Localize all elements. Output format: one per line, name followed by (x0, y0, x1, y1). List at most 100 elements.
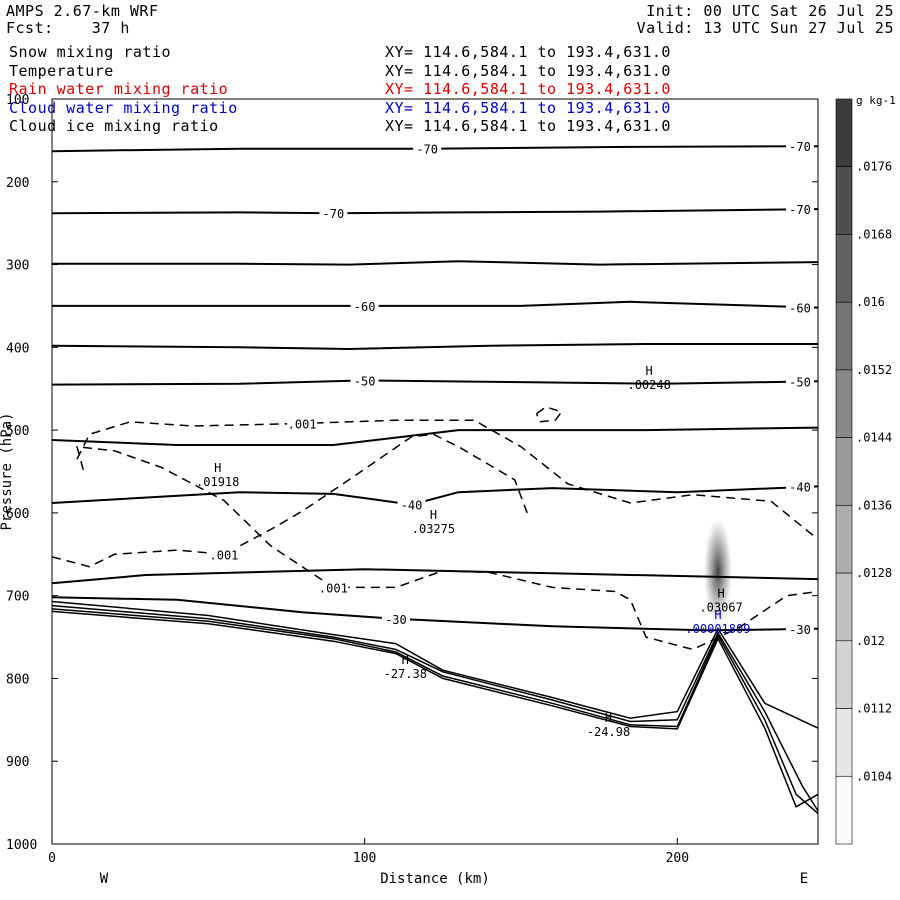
temperature-label: -30 (385, 613, 407, 627)
temperature-label: -70 (789, 140, 811, 154)
x-axis-label: Distance (km) (380, 871, 490, 887)
temperature-label: -50 (789, 375, 811, 389)
max-marker: H (605, 711, 612, 725)
max-value: .00001809 (685, 622, 750, 636)
temperature-label: -50 (354, 374, 376, 388)
y-tick-label: 600 (6, 507, 29, 522)
contour-label-bg (287, 416, 318, 430)
colorbar-label: .016 (856, 295, 885, 309)
colorbar-label: .012 (856, 634, 885, 648)
temperature-label: -40 (789, 480, 811, 494)
temperature-contour (51, 568, 819, 585)
colorbar-segment (835, 708, 853, 777)
terrain-line (51, 604, 819, 812)
colorbar-segment (835, 301, 853, 371)
x-tick-label: 100 (353, 851, 376, 866)
field-name: Snow mixing ratio (9, 43, 172, 61)
y-tick-label: 900 (6, 755, 29, 770)
contour-label-bg (381, 611, 410, 625)
y-tick-label: 200 (6, 176, 29, 191)
max-marker: H (214, 461, 221, 475)
x-tick-label: 200 (666, 851, 689, 866)
max-value: -27.38 (384, 667, 427, 681)
colorbar-segment (835, 437, 853, 506)
colorbar-label: .0176 (856, 160, 892, 174)
field-xy: XY= 114.6,584.1 to 193.4,631.0 (385, 80, 671, 98)
colorbar-segment (835, 775, 853, 845)
cloud-water-shading (703, 518, 732, 623)
temperature-label: -60 (354, 300, 376, 314)
contour-label-bg (786, 139, 814, 153)
field-name: Temperature (9, 61, 114, 80)
colorbar-label: .0128 (856, 566, 892, 580)
field-name: Cloud ice mixing ratio (9, 117, 219, 135)
temperature-contour (51, 208, 819, 215)
field-xy: XY= 114.6,584.1 to 193.4,631.0 (385, 61, 671, 80)
max-value: -24.98 (587, 725, 630, 739)
cloud-ice-label: .001 (319, 581, 348, 595)
temperature-contour (51, 485, 819, 506)
colorbar-label: .0104 (856, 769, 892, 783)
colorbar-unit: g kg-1 (856, 94, 896, 107)
temperature-label: -60 (789, 302, 811, 316)
temperature-label: -40 (401, 499, 423, 513)
contour-label-bg (786, 479, 814, 493)
cloud-ice-contour (75, 445, 819, 651)
max-value: .03067 (699, 601, 742, 615)
max-marker: H (402, 653, 409, 667)
y-tick-label: 800 (6, 672, 29, 687)
max-value: .03275 (412, 522, 455, 536)
colorbar-segment (835, 505, 853, 574)
contour-label-bg (786, 202, 814, 216)
cloud-ice-contour (51, 433, 528, 568)
colorbar-label: .0112 (856, 702, 892, 716)
colorbar-segment (835, 234, 853, 303)
temperature-label: -30 (789, 623, 811, 637)
colorbar-label: .0168 (856, 227, 892, 241)
colorbar-segment (835, 369, 853, 438)
temperature-contour (52, 260, 819, 266)
contour-label-bg (397, 497, 426, 511)
cloud-ice-contour (535, 406, 563, 423)
terrain-line (51, 610, 819, 808)
field-xy: XY= 114.6,584.1 to 193.4,631.0 (385, 117, 671, 135)
contour-label-bg (318, 580, 349, 594)
y-tick-label: 700 (6, 590, 29, 605)
temperature-contour (51, 379, 819, 386)
contour-label-bg (350, 373, 379, 387)
terrain-line (51, 600, 819, 729)
cloud-ice-label: .001 (210, 548, 239, 562)
temperature-label: -70 (416, 143, 438, 157)
x-tick-label: 0 (48, 851, 56, 866)
valid-time: Valid: 13 UTC Sun 27 Jul 25 (636, 19, 894, 37)
y-tick-label: 300 (6, 259, 29, 274)
max-marker: H (714, 608, 721, 622)
temperature-label: -70 (323, 207, 345, 221)
field-name: Cloud water mixing ratio (9, 98, 238, 117)
colorbar-label: .0136 (856, 498, 892, 512)
model-title: AMPS 2.67-km WRF (6, 2, 159, 20)
temperature-contour (51, 426, 819, 446)
colorbar-segment (835, 572, 853, 642)
temperature-label: -70 (789, 203, 811, 217)
colorbar-label: .0144 (856, 431, 892, 445)
max-marker: H (646, 364, 653, 378)
init-time: Init: 00 UTC Sat 26 Jul 25 (646, 2, 894, 20)
colorbar-segment (835, 640, 853, 709)
max-marker: H (717, 587, 724, 601)
east-label: E (800, 871, 808, 887)
contour-label-bg (786, 374, 814, 388)
cloud-ice-label: .001 (288, 417, 317, 431)
contour-label-bg (786, 621, 814, 635)
forecast-hour: Fcst: 37 h (6, 19, 130, 37)
colorbar-segment (835, 98, 853, 168)
y-tick-label: 1000 (6, 838, 37, 853)
contour-label-bg (413, 141, 442, 155)
contour-label-bg (786, 300, 814, 314)
temperature-contour (51, 343, 818, 351)
colorbar-segment (835, 166, 853, 235)
field-name: Rain water mixing ratio (9, 80, 229, 98)
y-tick-label: 400 (6, 341, 29, 356)
max-value: .01918 (196, 475, 239, 489)
